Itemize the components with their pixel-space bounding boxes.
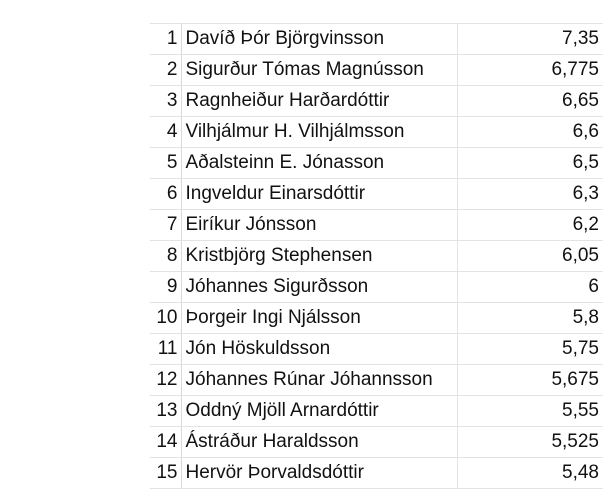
table-row: 7 Eiríkur Jónsson 6,2	[150, 209, 603, 241]
name-cell[interactable]: Davíð Þór Björgvinsson	[181, 23, 458, 55]
name-cell[interactable]: Ragnheiður Harðardóttir	[181, 85, 458, 117]
rank-cell[interactable]: 7	[150, 209, 182, 241]
table-row: 6 Ingveldur Einarsdóttir 6,3	[150, 178, 603, 210]
score-cell[interactable]: 5,75	[457, 333, 603, 365]
score-cell[interactable]: 5,525	[457, 426, 603, 458]
score-cell[interactable]: 6,775	[457, 54, 603, 86]
table-row: 2 Sigurður Tómas Magnússon 6,775	[150, 54, 603, 86]
name-cell[interactable]: Eiríkur Jónsson	[181, 209, 458, 241]
score-cell[interactable]: 5,55	[457, 395, 603, 427]
table-row: 9 Jóhannes Sigurðsson 6	[150, 271, 603, 303]
score-cell[interactable]: 6	[457, 271, 603, 303]
table-row: 3 Ragnheiður Harðardóttir 6,65	[150, 85, 603, 117]
name-cell[interactable]: Ingveldur Einarsdóttir	[181, 178, 458, 210]
name-cell[interactable]: Sigurður Tómas Magnússon	[181, 54, 458, 86]
table-row: 10 Þorgeir Ingi Njálsson 5,8	[150, 302, 603, 334]
name-cell[interactable]: Aðalsteinn E. Jónasson	[181, 147, 458, 179]
rank-cell[interactable]: 4	[150, 116, 182, 148]
rank-cell[interactable]: 3	[150, 85, 182, 117]
name-cell[interactable]: Þorgeir Ingi Njálsson	[181, 302, 458, 334]
table-row: 11 Jón Höskuldsson 5,75	[150, 333, 603, 365]
table-row: 15 Hervör Þorvaldsdóttir 5,48	[150, 457, 603, 489]
rank-cell[interactable]: 11	[150, 333, 182, 365]
score-cell[interactable]: 6,6	[457, 116, 603, 148]
score-cell[interactable]: 6,65	[457, 85, 603, 117]
rank-cell[interactable]: 9	[150, 271, 182, 303]
rank-cell[interactable]: 13	[150, 395, 182, 427]
score-cell[interactable]: 5,48	[457, 457, 603, 489]
table-row: 12 Jóhannes Rúnar Jóhannsson 5,675	[150, 364, 603, 396]
name-cell[interactable]: Vilhjálmur H. Vilhjálmsson	[181, 116, 458, 148]
rank-cell[interactable]: 5	[150, 147, 182, 179]
rank-cell[interactable]: 10	[150, 302, 182, 334]
rank-cell[interactable]: 2	[150, 54, 182, 86]
name-cell[interactable]: Oddný Mjöll Arnardóttir	[181, 395, 458, 427]
score-cell[interactable]: 5,8	[457, 302, 603, 334]
rank-cell[interactable]: 1	[150, 23, 182, 55]
rank-cell[interactable]: 12	[150, 364, 182, 396]
name-cell[interactable]: Ástráður Haraldsson	[181, 426, 458, 458]
score-cell[interactable]: 5,675	[457, 364, 603, 396]
rank-cell[interactable]: 8	[150, 240, 182, 272]
score-cell[interactable]: 6,3	[457, 178, 603, 210]
name-cell[interactable]: Hervör Þorvaldsdóttir	[181, 457, 458, 489]
ranking-table: 1 Davíð Þór Björgvinsson 7,35 2 Sigurður…	[150, 23, 603, 489]
table-row: 14 Ástráður Haraldsson 5,525	[150, 426, 603, 458]
score-cell[interactable]: 7,35	[457, 23, 603, 55]
table-row: 4 Vilhjálmur H. Vilhjálmsson 6,6	[150, 116, 603, 148]
score-cell[interactable]: 6,05	[457, 240, 603, 272]
table-row: 1 Davíð Þór Björgvinsson 7,35	[150, 23, 603, 55]
table-row: 5 Aðalsteinn E. Jónasson 6,5	[150, 147, 603, 179]
name-cell[interactable]: Jón Höskuldsson	[181, 333, 458, 365]
name-cell[interactable]: Jóhannes Rúnar Jóhannsson	[181, 364, 458, 396]
rank-cell[interactable]: 6	[150, 178, 182, 210]
score-cell[interactable]: 6,2	[457, 209, 603, 241]
rank-cell[interactable]: 15	[150, 457, 182, 489]
rank-cell[interactable]: 14	[150, 426, 182, 458]
name-cell[interactable]: Kristbjörg Stephensen	[181, 240, 458, 272]
table-row: 8 Kristbjörg Stephensen 6,05	[150, 240, 603, 272]
table-row: 13 Oddný Mjöll Arnardóttir 5,55	[150, 395, 603, 427]
name-cell[interactable]: Jóhannes Sigurðsson	[181, 271, 458, 303]
ranking-table-body: 1 Davíð Þór Björgvinsson 7,35 2 Sigurður…	[150, 23, 603, 489]
score-cell[interactable]: 6,5	[457, 147, 603, 179]
